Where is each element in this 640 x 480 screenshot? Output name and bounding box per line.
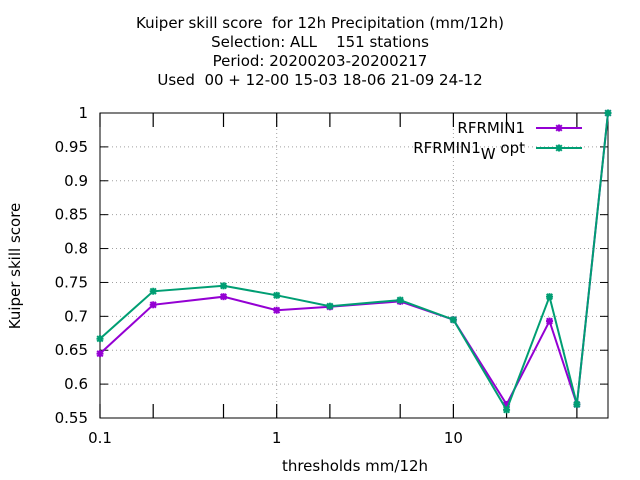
marker-stroke (555, 144, 563, 152)
marker-stroke (546, 317, 554, 325)
marker-stroke (546, 293, 554, 301)
x-tick-label: 0.1 (88, 429, 112, 447)
data-point (219, 282, 228, 290)
y-tick-label: 0.75 (55, 273, 88, 291)
x-tick-label: 10 (444, 429, 463, 447)
title-line-1: Kuiper skill score for 12h Precipitation… (136, 14, 504, 32)
legend: RFRMIN1 RFRMIN1W opt (413, 119, 582, 163)
legend-label-1: RFRMIN1 (457, 119, 525, 137)
y-axis-label: Kuiper skill score (6, 203, 24, 330)
marker-stroke (96, 350, 104, 358)
y-tick-label: 0.6 (64, 375, 88, 393)
data-point (546, 293, 554, 301)
x-tick-label: 1 (272, 429, 282, 447)
data-point (503, 406, 511, 414)
y-tick-label: 0.9 (64, 172, 88, 190)
data-point (396, 296, 404, 304)
x-axis-label: thresholds mm/12h (282, 457, 428, 475)
grid (99, 112, 608, 419)
data-point (96, 335, 104, 343)
plot-border (99, 112, 609, 419)
data-point (546, 317, 554, 325)
axis-ticks: 0.55 0.6 0.65 0.7 0.75 0.8 0.85 0.9 0.95 1 0.1 1 10 (55, 104, 608, 447)
series-line-1 (99, 112, 609, 407)
data-point (273, 291, 281, 299)
marker-stroke (503, 406, 511, 414)
data-point (273, 306, 281, 314)
marker-stroke (573, 400, 581, 408)
series-layer (96, 109, 612, 414)
title-line-3: Period: 20200203-20200217 (212, 52, 428, 70)
marker-stroke (219, 293, 228, 301)
marker-stroke (449, 316, 457, 324)
marker-stroke (555, 124, 563, 132)
marker-stroke (604, 109, 612, 117)
y-tick-label: 0.85 (55, 206, 88, 224)
marker-stroke (326, 302, 334, 310)
data-point (149, 301, 157, 309)
y-tick-label: 0.8 (64, 240, 88, 258)
marker-stroke (273, 291, 281, 299)
series-line-2 (99, 112, 609, 413)
data-point (149, 287, 157, 295)
marker-stroke (273, 306, 281, 314)
y-tick-label: 0.65 (55, 341, 88, 359)
y-tick-label: 0.55 (55, 409, 88, 427)
data-point (326, 302, 334, 310)
data-point (449, 316, 457, 324)
y-tick-label: 0.7 (64, 307, 88, 325)
marker-stroke (396, 296, 404, 304)
data-point (219, 293, 228, 301)
marker-stroke (219, 282, 228, 290)
plot-frame (99, 112, 609, 419)
legend-label-2: RFRMIN1W opt (413, 139, 525, 163)
y-tick-label: 1 (78, 104, 88, 122)
data-point (96, 350, 104, 358)
marker-stroke (149, 301, 157, 309)
title-line-4: Used 00 + 12-00 15-03 18-06 21-09 24-12 (157, 71, 483, 89)
data-point (555, 124, 563, 132)
title-line-2: Selection: ALL 151 stations (211, 33, 429, 51)
y-tick-label: 0.95 (55, 138, 88, 156)
data-point (573, 400, 581, 408)
marker-stroke (149, 287, 157, 295)
data-point (604, 109, 612, 117)
marker-stroke (96, 335, 104, 343)
data-point (555, 144, 563, 152)
